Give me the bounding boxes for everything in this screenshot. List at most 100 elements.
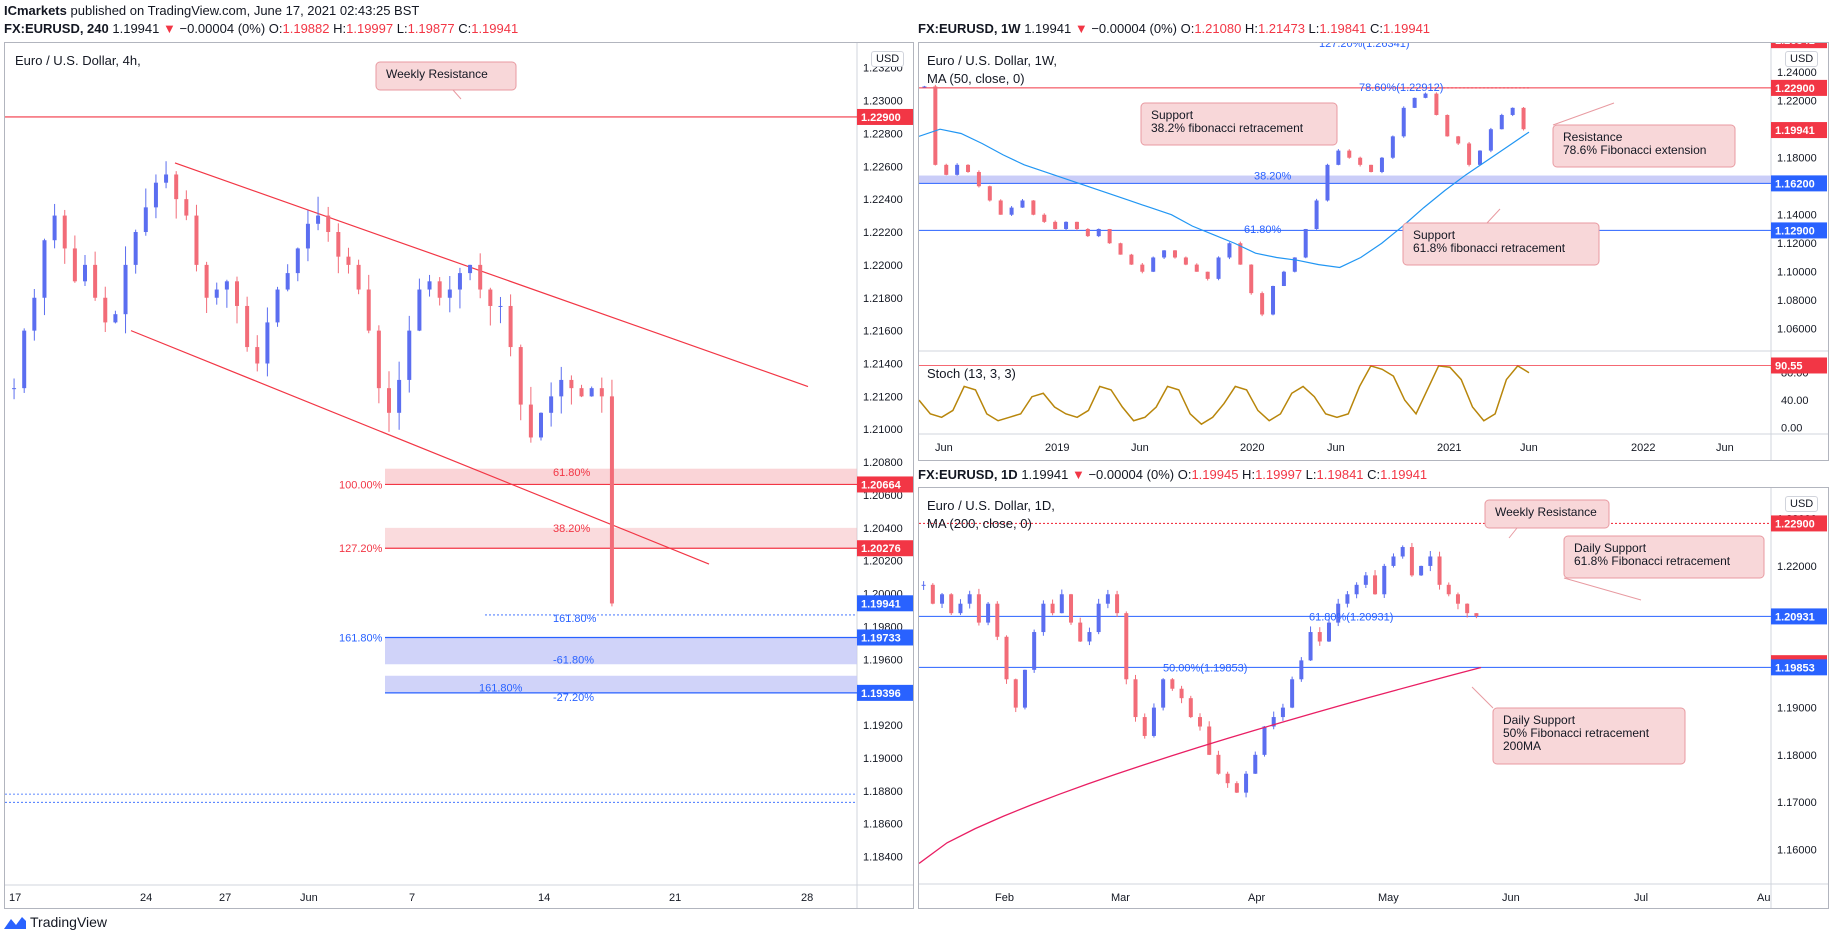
close-value: 1.19941: [1383, 21, 1431, 36]
chart-1d-svg[interactable]: 1.230001.220001.210001.200001.190001.180…: [918, 488, 1828, 908]
x-tick-label: 17: [9, 892, 21, 904]
candle-body: [922, 86, 927, 88]
candle-body: [437, 281, 442, 298]
price-label: 1.20664: [861, 479, 902, 491]
y-tick-label: 1.21600: [863, 326, 903, 338]
candle-body: [955, 164, 960, 175]
publisher-name[interactable]: ICmarkets: [4, 3, 67, 18]
y-tick-label: 1.21400: [863, 358, 903, 370]
candle-body: [1198, 717, 1202, 727]
fib-label: 78.60%(1.22912): [1359, 82, 1443, 94]
y-tick-label: 1.22600: [863, 161, 903, 173]
fib-label: 100.00%: [339, 479, 383, 491]
fib-label: 61.80%: [553, 467, 591, 479]
currency-label[interactable]: USD: [1785, 51, 1819, 67]
candle-body: [336, 232, 341, 257]
y-tick-label: 1.24000: [1777, 67, 1817, 79]
annotation-text: 200MA: [1503, 739, 1541, 753]
candle-body: [1124, 613, 1129, 680]
candle-body: [255, 347, 260, 364]
price-label-bg: [1771, 608, 1827, 625]
stoch-label: Stoch (13, 3, 3): [927, 366, 1016, 381]
price-label: 1.26341: [1775, 43, 1815, 47]
y-tick-label: 40.00: [1781, 395, 1809, 407]
annotation-box: [1563, 535, 1765, 579]
price-label-bg: [1771, 659, 1827, 676]
candle-body: [235, 281, 239, 306]
last-price: 1.19941: [1021, 467, 1069, 482]
close-value: 1.19941: [1380, 467, 1428, 482]
candle-body: [976, 594, 981, 623]
symbol-label: FX:EURUSD, 1W: [918, 21, 1021, 36]
candle-body: [1488, 129, 1493, 151]
y-tick-label: 0.00: [1781, 423, 1802, 435]
candle-body: [1474, 613, 1479, 616]
candle-body: [1510, 107, 1515, 115]
candle-body: [1347, 150, 1352, 158]
candle-body: [1161, 679, 1166, 708]
candle-body: [72, 248, 77, 282]
tradingview-logo-icon: [4, 917, 26, 929]
y-tick-label: 1.22000: [1777, 561, 1817, 573]
candle-body: [976, 171, 981, 187]
chart-panel-1d[interactable]: 1.230001.220001.210001.200001.190001.180…: [918, 487, 1829, 909]
candle-body: [1179, 688, 1184, 699]
x-tick-label: 27: [219, 892, 231, 904]
candle-body: [1317, 632, 1322, 642]
candle-body: [1271, 717, 1276, 727]
candle-body: [1227, 243, 1232, 258]
candle-body: [153, 182, 158, 208]
candle-body: [488, 289, 493, 306]
y-tick-label: 1.06000: [1777, 324, 1817, 336]
candle-body: [539, 412, 543, 438]
candle-body: [1105, 594, 1110, 604]
candle-body: [1412, 97, 1417, 108]
fib-label: 38.20%: [553, 523, 591, 535]
low-value: 1.19877: [407, 21, 455, 36]
candle-body: [958, 603, 963, 614]
chart-1w-svg[interactable]: 1.240001.220001.200001.180001.160001.140…: [918, 32, 1828, 460]
candle-body: [32, 297, 37, 331]
annotation-text: 78.6% Fibonacci extension: [1563, 143, 1706, 157]
chart-panel-4h[interactable]: 1.23200 1.23000 1.22800 1.22600 1.22400 1.222…: [4, 42, 914, 909]
candle-body: [1292, 257, 1297, 272]
x-tick-label: 2019: [1045, 442, 1069, 454]
candle-body: [12, 388, 17, 390]
chart-4h-svg[interactable]: 1.232001.230001.228001.226001.224001.222…: [5, 43, 913, 908]
indicator-label: MA (200, close, 0): [927, 516, 1032, 531]
footer-brand[interactable]: TradingView: [30, 914, 108, 930]
x-tick-label: 2021: [1437, 442, 1461, 454]
candle-body: [949, 594, 954, 614]
annotation-text: Support: [1413, 228, 1456, 242]
candle-body: [1373, 575, 1378, 595]
price-label-bg: [857, 595, 913, 612]
candle-body: [174, 174, 179, 200]
price-label-bg: [857, 629, 913, 646]
price-label-bg: [1771, 222, 1827, 239]
annotation-box: [375, 61, 517, 91]
candle-body: [1354, 584, 1359, 595]
candle-body: [1096, 228, 1101, 237]
currency-label[interactable]: USD: [1785, 496, 1819, 512]
y-tick-label: 1.10000: [1777, 267, 1817, 279]
candle-body: [1129, 254, 1134, 265]
annotation-text: 38.2% fibonacci retracement: [1151, 121, 1304, 135]
price-label-bg: [1771, 515, 1827, 532]
candle-body: [1271, 285, 1276, 315]
chart-panel-1w[interactable]: 1.240001.220001.200001.180001.160001.140…: [918, 32, 1829, 461]
candle-body: [265, 322, 270, 364]
candle-body: [366, 289, 371, 331]
candle-body: [589, 388, 594, 397]
open-value: 1.19882: [282, 21, 330, 36]
candle-body: [518, 347, 523, 405]
y-tick-label: 1.17000: [1777, 797, 1817, 809]
candle-body: [1260, 293, 1265, 315]
candle-body: [1115, 594, 1120, 614]
currency-label[interactable]: USD: [871, 51, 905, 67]
chart-title: Euro / U.S. Dollar, 4h,: [15, 53, 141, 68]
candle-body: [62, 215, 67, 249]
candle-body: [1382, 565, 1387, 595]
stoch-line: [918, 364, 1530, 426]
price-label: 1.19941: [861, 598, 901, 610]
candle-body: [133, 232, 138, 265]
